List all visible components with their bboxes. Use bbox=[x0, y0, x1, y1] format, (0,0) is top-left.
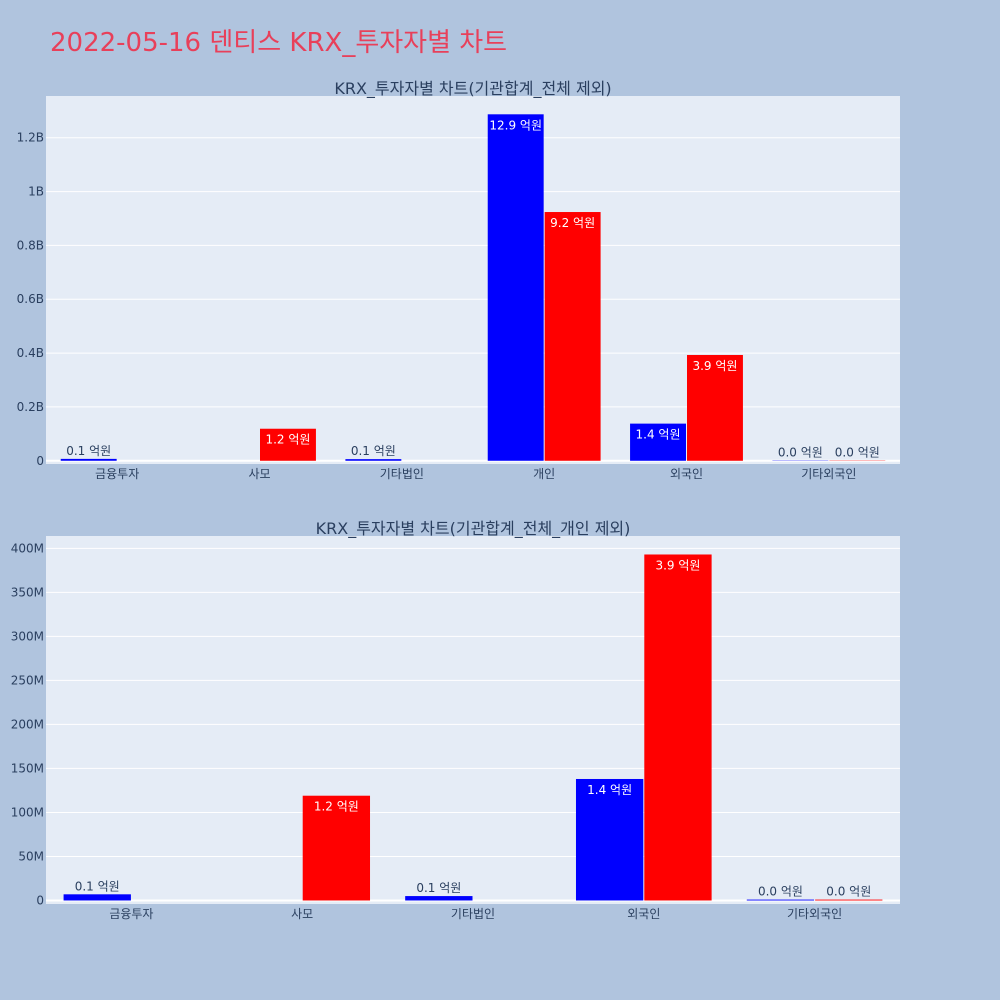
data-label: 9.2 억원 bbox=[550, 216, 595, 230]
bar bbox=[345, 459, 402, 461]
plot-area bbox=[46, 536, 900, 904]
y-tick-label: 350M bbox=[11, 585, 44, 599]
data-label: 0.0 억원 bbox=[758, 885, 803, 899]
bar bbox=[487, 114, 544, 461]
y-tick-label: 250M bbox=[11, 673, 44, 687]
bar bbox=[302, 795, 371, 901]
bar bbox=[746, 899, 815, 901]
bar bbox=[60, 458, 117, 461]
data-label: 0.0 억원 bbox=[826, 885, 871, 899]
y-tick-label: 50M bbox=[18, 849, 44, 863]
x-tick-label: 사모 bbox=[291, 907, 313, 921]
bar bbox=[644, 554, 712, 901]
data-label: 1.2 억원 bbox=[314, 800, 359, 814]
bar bbox=[405, 896, 473, 901]
bar bbox=[630, 423, 686, 461]
x-tick-label: 외국인 bbox=[670, 467, 703, 481]
data-label: 0.1 억원 bbox=[75, 879, 120, 893]
y-tick-label: 1.2B bbox=[17, 131, 44, 145]
chart-title: KRX_투자자별 차트(기관합계_전체_개인 제외) bbox=[316, 519, 631, 539]
data-label: 0.0 억원 bbox=[778, 446, 823, 460]
page-title: 2022-05-16 덴티스 KRX_투자자별 차트 bbox=[50, 28, 508, 58]
x-tick-label: 사모 bbox=[248, 467, 270, 481]
y-tick-label: 100M bbox=[11, 805, 44, 819]
chart-title: KRX_투자자별 차트(기관합계_전체 제외) bbox=[334, 79, 611, 99]
y-tick-label: 400M bbox=[11, 541, 44, 555]
investor-chart-total: KRX_투자자별 차트(기관합계_전체 제외) 0 0.2B 0.4B 0.6B 0.8B… bbox=[17, 79, 900, 481]
y-tick-label: 0 bbox=[36, 454, 44, 468]
x-tick-label: 기타외국인 bbox=[801, 467, 856, 481]
x-tick-label: 외국인 bbox=[627, 907, 660, 921]
x-tick-label: 개인 bbox=[533, 467, 555, 481]
data-label: 0.1 억원 bbox=[66, 444, 111, 458]
data-label: 3.9 억원 bbox=[692, 359, 737, 373]
y-tick-label: 0.4B bbox=[17, 346, 44, 360]
data-label: 1.4 억원 bbox=[587, 783, 632, 797]
data-label: 0.1 억원 bbox=[416, 881, 461, 895]
data-label: 0.1 억원 bbox=[351, 444, 396, 458]
data-label: 1.4 억원 bbox=[636, 428, 681, 442]
y-tick-label: 1B bbox=[28, 185, 44, 199]
y-tick-label: 200M bbox=[11, 717, 44, 731]
data-label: 1.2 억원 bbox=[265, 433, 310, 447]
investor-chart-excl-individual: KRX_투자자별 차트(기관합계_전체_개인 제외) 0 50M 100M 150M 20… bbox=[11, 519, 900, 921]
x-tick-label: 기타법인 bbox=[451, 907, 495, 921]
y-tick-label: 0.6B bbox=[17, 292, 44, 306]
bar bbox=[544, 212, 601, 461]
x-tick-label: 기타법인 bbox=[380, 467, 424, 481]
bar bbox=[260, 428, 316, 461]
data-label: 12.9 억원 bbox=[489, 118, 542, 132]
y-tick-label: 300M bbox=[11, 629, 44, 643]
x-tick-label: 금융투자 bbox=[95, 467, 139, 481]
data-label: 0.0 억원 bbox=[835, 446, 880, 460]
x-tick-label: 금융투자 bbox=[109, 907, 153, 921]
plot-area bbox=[46, 96, 900, 464]
y-tick-label: 0 bbox=[36, 893, 44, 907]
bar bbox=[815, 899, 883, 901]
x-tick-label: 기타외국인 bbox=[787, 907, 842, 921]
bar bbox=[687, 354, 743, 461]
y-tick-label: 0.2B bbox=[17, 400, 44, 414]
y-tick-label: 150M bbox=[11, 761, 44, 775]
bar bbox=[63, 894, 131, 901]
bar bbox=[575, 778, 644, 901]
y-tick-label: 0.8B bbox=[17, 238, 44, 252]
data-label: 3.9 억원 bbox=[655, 558, 700, 572]
